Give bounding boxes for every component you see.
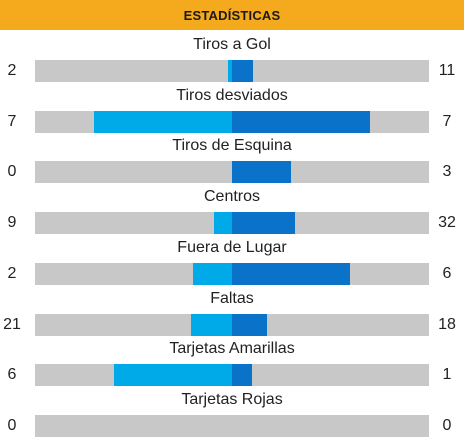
stat-row: Tarjetas Amarillas 6 1 — [0, 340, 464, 390]
stat-left-value: 21 — [3, 315, 21, 333]
stat-bar-track — [35, 110, 429, 133]
stat-bar-left-fill — [94, 110, 232, 133]
stat-left-value: 7 — [7, 112, 17, 130]
stat-bar-right-fill — [232, 212, 295, 235]
stat-bar-left-fill — [191, 313, 232, 336]
stat-bar-track — [35, 60, 429, 82]
stat-row: Tiros desviados 7 7 — [0, 87, 464, 137]
stat-left-value: 2 — [7, 62, 17, 79]
stat-bar-track — [35, 212, 429, 235]
stat-label: Tarjetas Rojas — [181, 390, 283, 408]
stat-label: Faltas — [210, 289, 254, 307]
stat-bar-track — [35, 262, 429, 285]
stat-right-value: 32 — [438, 214, 456, 232]
stat-bar-track — [35, 364, 429, 387]
stat-row: Tiros de Esquina 0 3 — [0, 137, 464, 187]
stat-right-value: 1 — [442, 366, 452, 384]
stat-label: Centros — [203, 188, 261, 206]
stat-bar-right-fill — [232, 262, 350, 285]
stat-bar-right-fill — [232, 161, 291, 184]
stat-bar-right-fill — [232, 60, 253, 82]
stat-label: Tarjetas Amarillas — [169, 340, 295, 358]
stat-left-value: 9 — [7, 214, 17, 232]
stat-left-value: 0 — [7, 416, 17, 434]
stat-row: Centros 9 32 — [0, 188, 464, 238]
stat-label: Tiros de Esquina — [172, 137, 292, 155]
stat-right-value: 18 — [438, 315, 456, 333]
stat-bar-track — [35, 161, 429, 184]
stat-bar-track — [35, 414, 429, 437]
stat-right-value: 6 — [442, 264, 452, 282]
stat-bar-track — [35, 313, 429, 336]
stat-right-value: 3 — [442, 163, 452, 181]
stat-bar-right-fill — [232, 313, 267, 336]
stats-title: ESTADÍSTICAS — [183, 7, 281, 23]
stat-bar-left-fill — [193, 262, 232, 285]
stat-left-value: 2 — [7, 264, 17, 282]
stat-bar-right-fill — [232, 110, 370, 133]
stat-bar-right-fill — [232, 364, 252, 387]
stats-header: ESTADÍSTICAS — [0, 0, 464, 30]
stat-row: Tiros a Gol 2 11 — [0, 36, 464, 86]
stat-bar-left-fill — [114, 364, 232, 387]
stat-bar-left-fill — [228, 60, 232, 82]
stat-label: Tiros a Gol — [193, 36, 271, 53]
stat-right-value: 7 — [442, 112, 452, 130]
stat-left-value: 0 — [7, 163, 17, 181]
stat-bar-left-fill — [214, 212, 232, 235]
stat-right-value: 0 — [442, 416, 452, 434]
stat-right-value: 11 — [438, 62, 456, 79]
stat-row: Tarjetas Rojas 0 0 — [0, 391, 464, 441]
stat-row: Fuera de Lugar 2 6 — [0, 239, 464, 289]
stat-label: Fuera de Lugar — [177, 238, 287, 256]
stat-row: Faltas 21 18 — [0, 290, 464, 340]
stat-label: Tiros desviados — [176, 86, 288, 104]
stat-left-value: 6 — [7, 366, 17, 384]
